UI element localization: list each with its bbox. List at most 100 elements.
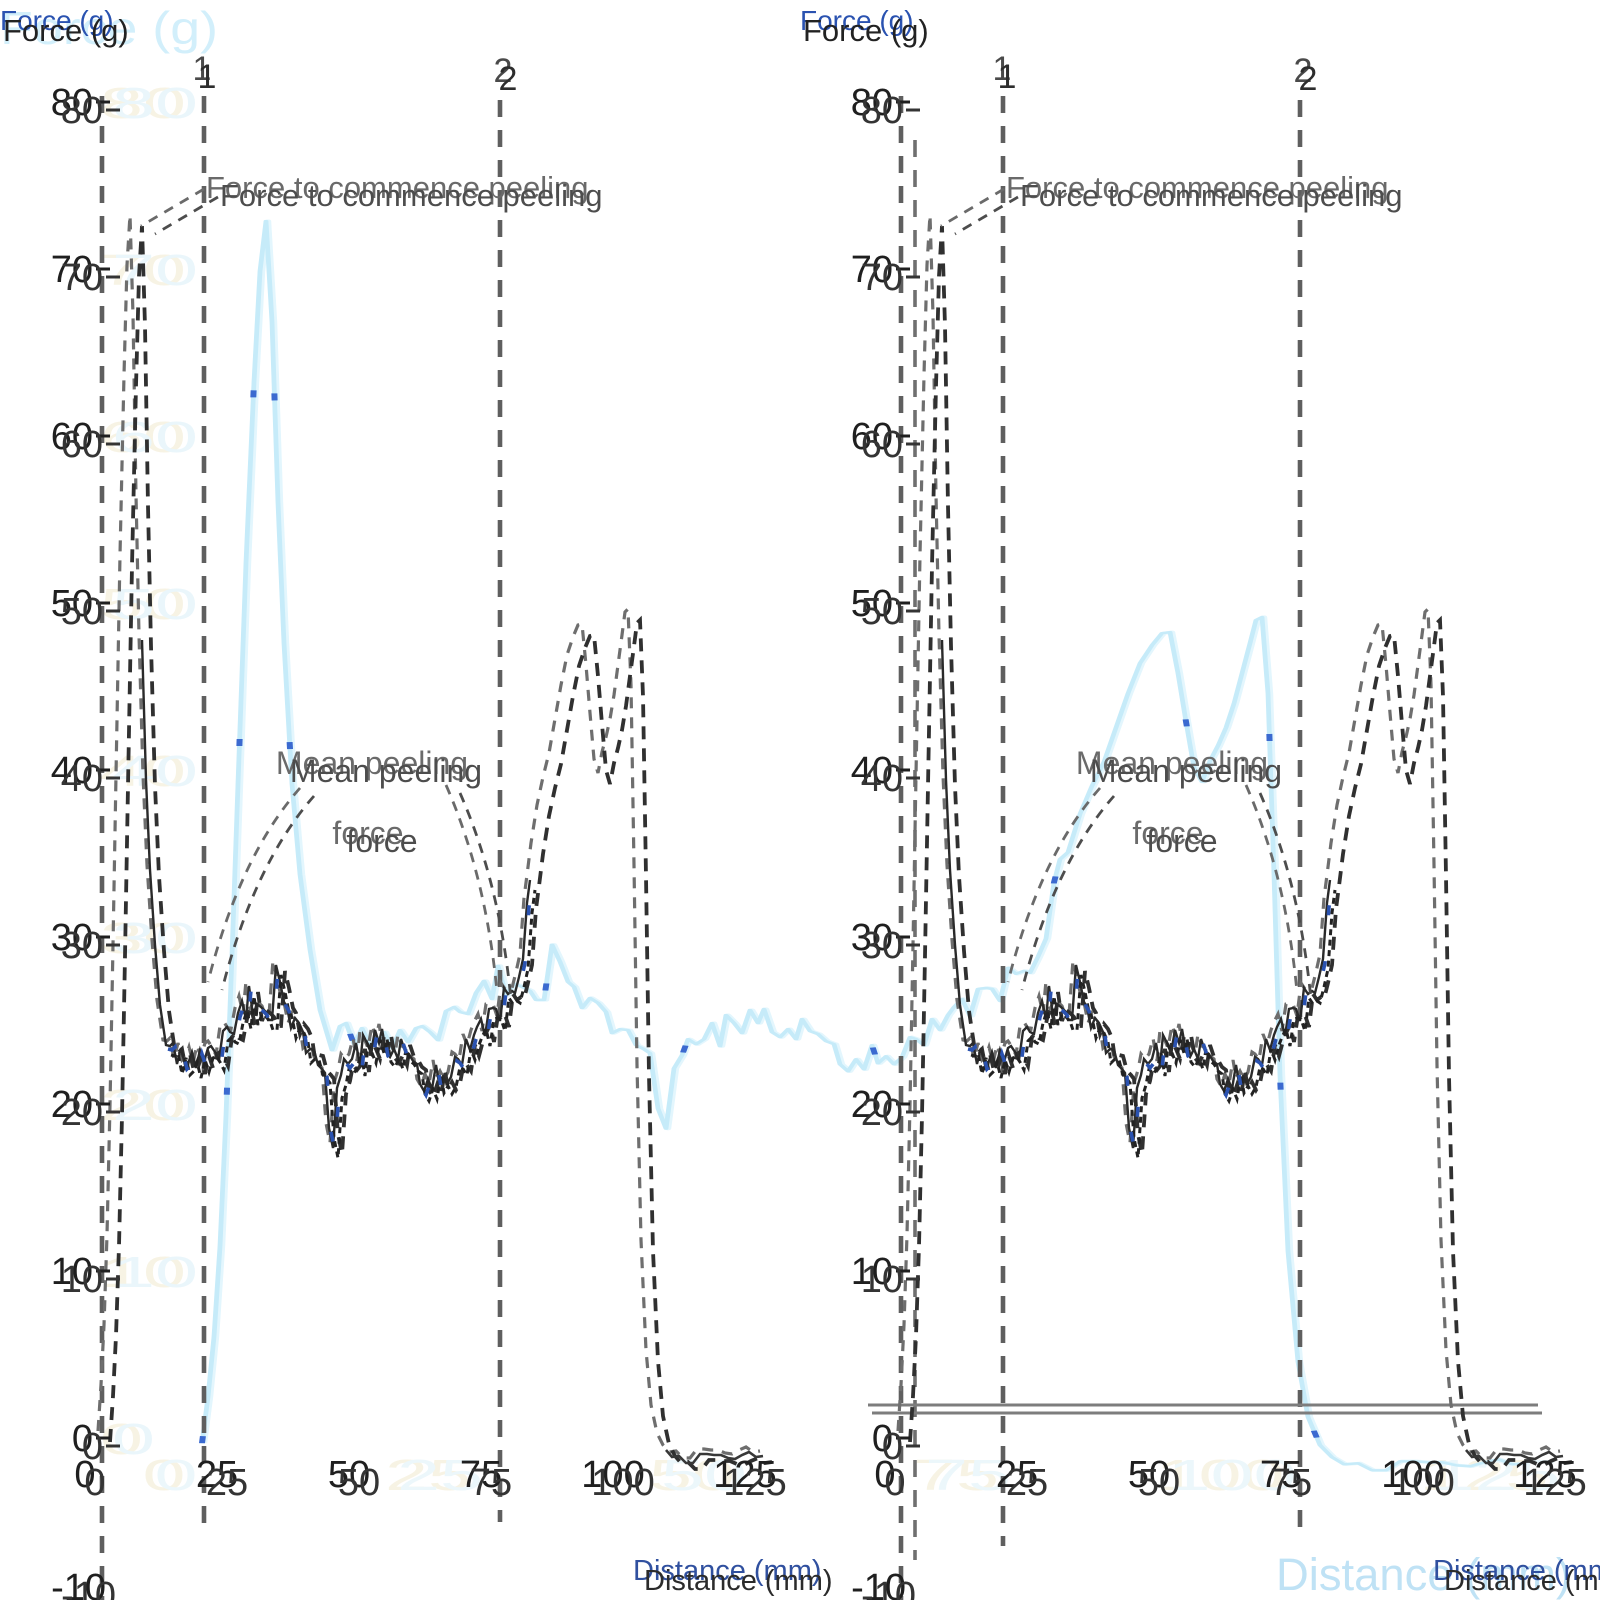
- svg-text:20: 20: [61, 1092, 103, 1134]
- svg-text:100: 100: [591, 1462, 654, 1504]
- svg-text:80: 80: [861, 90, 903, 132]
- svg-text:50: 50: [112, 580, 198, 629]
- svg-text:10: 10: [100, 1248, 186, 1297]
- svg-text:Force to commence peeling: Force to commence peeling: [1020, 178, 1403, 213]
- svg-text:-10: -10: [51, 1567, 106, 1600]
- svg-text:125: 125: [1513, 1454, 1576, 1496]
- svg-text:Distance (mm): Distance (mm): [633, 1555, 822, 1587]
- svg-text:20: 20: [861, 1092, 903, 1134]
- svg-text:1: 1: [198, 58, 217, 96]
- svg-text:-10: -10: [861, 1575, 916, 1600]
- svg-text:Force (g): Force (g): [803, 13, 929, 48]
- svg-text:100: 100: [1168, 1451, 1297, 1500]
- svg-text:25: 25: [1006, 1462, 1048, 1504]
- svg-text:Mean peeling: Mean peeling: [1076, 745, 1268, 781]
- svg-text:0: 0: [884, 1462, 905, 1504]
- svg-text:30: 30: [861, 925, 903, 967]
- svg-text:75: 75: [470, 1462, 512, 1504]
- svg-text:75: 75: [460, 1454, 502, 1496]
- svg-text:40: 40: [61, 758, 103, 800]
- svg-text:Mean peeling: Mean peeling: [1090, 753, 1282, 789]
- svg-text:80: 80: [61, 90, 103, 132]
- svg-text:10: 10: [61, 1259, 103, 1301]
- svg-text:Force to commence peeling: Force to commence peeling: [1006, 170, 1389, 205]
- svg-text:80: 80: [100, 79, 186, 128]
- svg-text:70: 70: [61, 257, 103, 299]
- svg-text:0: 0: [74, 1454, 95, 1496]
- svg-text:Mean peeling: Mean peeling: [290, 753, 482, 789]
- svg-text:0: 0: [84, 1462, 105, 1504]
- svg-text:Mean peeling: Mean peeling: [276, 745, 468, 781]
- svg-text:70: 70: [861, 257, 903, 299]
- svg-text:0: 0: [872, 1418, 893, 1460]
- svg-text:40: 40: [51, 750, 93, 792]
- svg-text:10: 10: [851, 1251, 893, 1293]
- svg-text:30: 30: [51, 917, 93, 959]
- svg-text:1: 1: [993, 50, 1012, 88]
- svg-text:75: 75: [925, 1451, 1011, 1500]
- svg-text:50: 50: [1138, 1462, 1180, 1504]
- svg-text:100: 100: [1391, 1462, 1454, 1504]
- svg-text:40: 40: [851, 750, 893, 792]
- svg-text:Distance (mm): Distance (mm): [1444, 1565, 1600, 1597]
- svg-text:25: 25: [397, 1451, 483, 1500]
- svg-text:30: 30: [851, 917, 893, 959]
- svg-text:0: 0: [72, 1418, 93, 1460]
- svg-text:Force to commence peeling: Force to commence peeling: [206, 170, 589, 205]
- svg-text:10: 10: [861, 1259, 903, 1301]
- svg-text:80: 80: [51, 82, 93, 124]
- svg-text:2: 2: [499, 60, 518, 98]
- svg-text:1: 1: [193, 50, 212, 88]
- svg-text:Force (g): Force (g): [0, 2, 218, 54]
- svg-text:80: 80: [112, 79, 198, 128]
- svg-text:2: 2: [494, 52, 513, 90]
- svg-text:force: force: [332, 815, 403, 851]
- svg-text:10: 10: [112, 1248, 198, 1297]
- svg-text:25: 25: [385, 1451, 471, 1500]
- svg-text:20: 20: [851, 1084, 893, 1126]
- svg-text:60: 60: [112, 413, 198, 462]
- svg-text:60: 60: [61, 424, 103, 466]
- svg-text:50: 50: [649, 1451, 735, 1500]
- svg-text:Distance (mm): Distance (mm): [1276, 1549, 1571, 1600]
- svg-text:75: 75: [1260, 1454, 1302, 1496]
- svg-text:force: force: [1146, 823, 1217, 859]
- svg-text:force: force: [1132, 815, 1203, 851]
- svg-text:Distance (mm): Distance (mm): [644, 1565, 833, 1597]
- svg-text:75: 75: [913, 1451, 999, 1500]
- svg-text:force: force: [346, 823, 417, 859]
- svg-text:60: 60: [100, 413, 186, 462]
- svg-text:20: 20: [51, 1084, 93, 1126]
- svg-text:50: 50: [100, 580, 186, 629]
- svg-text:1: 1: [998, 58, 1017, 96]
- svg-text:100: 100: [1156, 1451, 1285, 1500]
- svg-text:40: 40: [861, 758, 903, 800]
- svg-text:2: 2: [1299, 60, 1318, 98]
- svg-text:25: 25: [206, 1462, 248, 1504]
- svg-text:125: 125: [713, 1454, 776, 1496]
- svg-text:0: 0: [143, 1451, 186, 1500]
- svg-text:0: 0: [112, 1415, 155, 1464]
- svg-text:Force (g): Force (g): [800, 5, 914, 36]
- svg-text:60: 60: [851, 416, 893, 458]
- svg-text:Force to commence peeling: Force to commence peeling: [220, 178, 603, 213]
- svg-text:50: 50: [861, 591, 903, 633]
- svg-text:70: 70: [51, 249, 93, 291]
- svg-text:0: 0: [155, 1451, 198, 1500]
- svg-text:70: 70: [851, 249, 893, 291]
- svg-text:Distance (mm): Distance (mm): [1433, 1555, 1600, 1587]
- svg-text:50: 50: [338, 1462, 380, 1504]
- svg-text:60: 60: [861, 424, 903, 466]
- svg-text:50: 50: [1128, 1454, 1170, 1496]
- svg-text:100: 100: [581, 1454, 644, 1496]
- svg-text:20: 20: [112, 1081, 198, 1130]
- svg-text:50: 50: [851, 583, 893, 625]
- svg-text:60: 60: [51, 416, 93, 458]
- svg-text:30: 30: [61, 925, 103, 967]
- svg-text:25: 25: [196, 1454, 238, 1496]
- svg-text:50: 50: [51, 583, 93, 625]
- svg-text:Force (g): Force (g): [3, 13, 129, 48]
- svg-text:0: 0: [874, 1454, 895, 1496]
- svg-text:50: 50: [61, 591, 103, 633]
- svg-text:10: 10: [51, 1251, 93, 1293]
